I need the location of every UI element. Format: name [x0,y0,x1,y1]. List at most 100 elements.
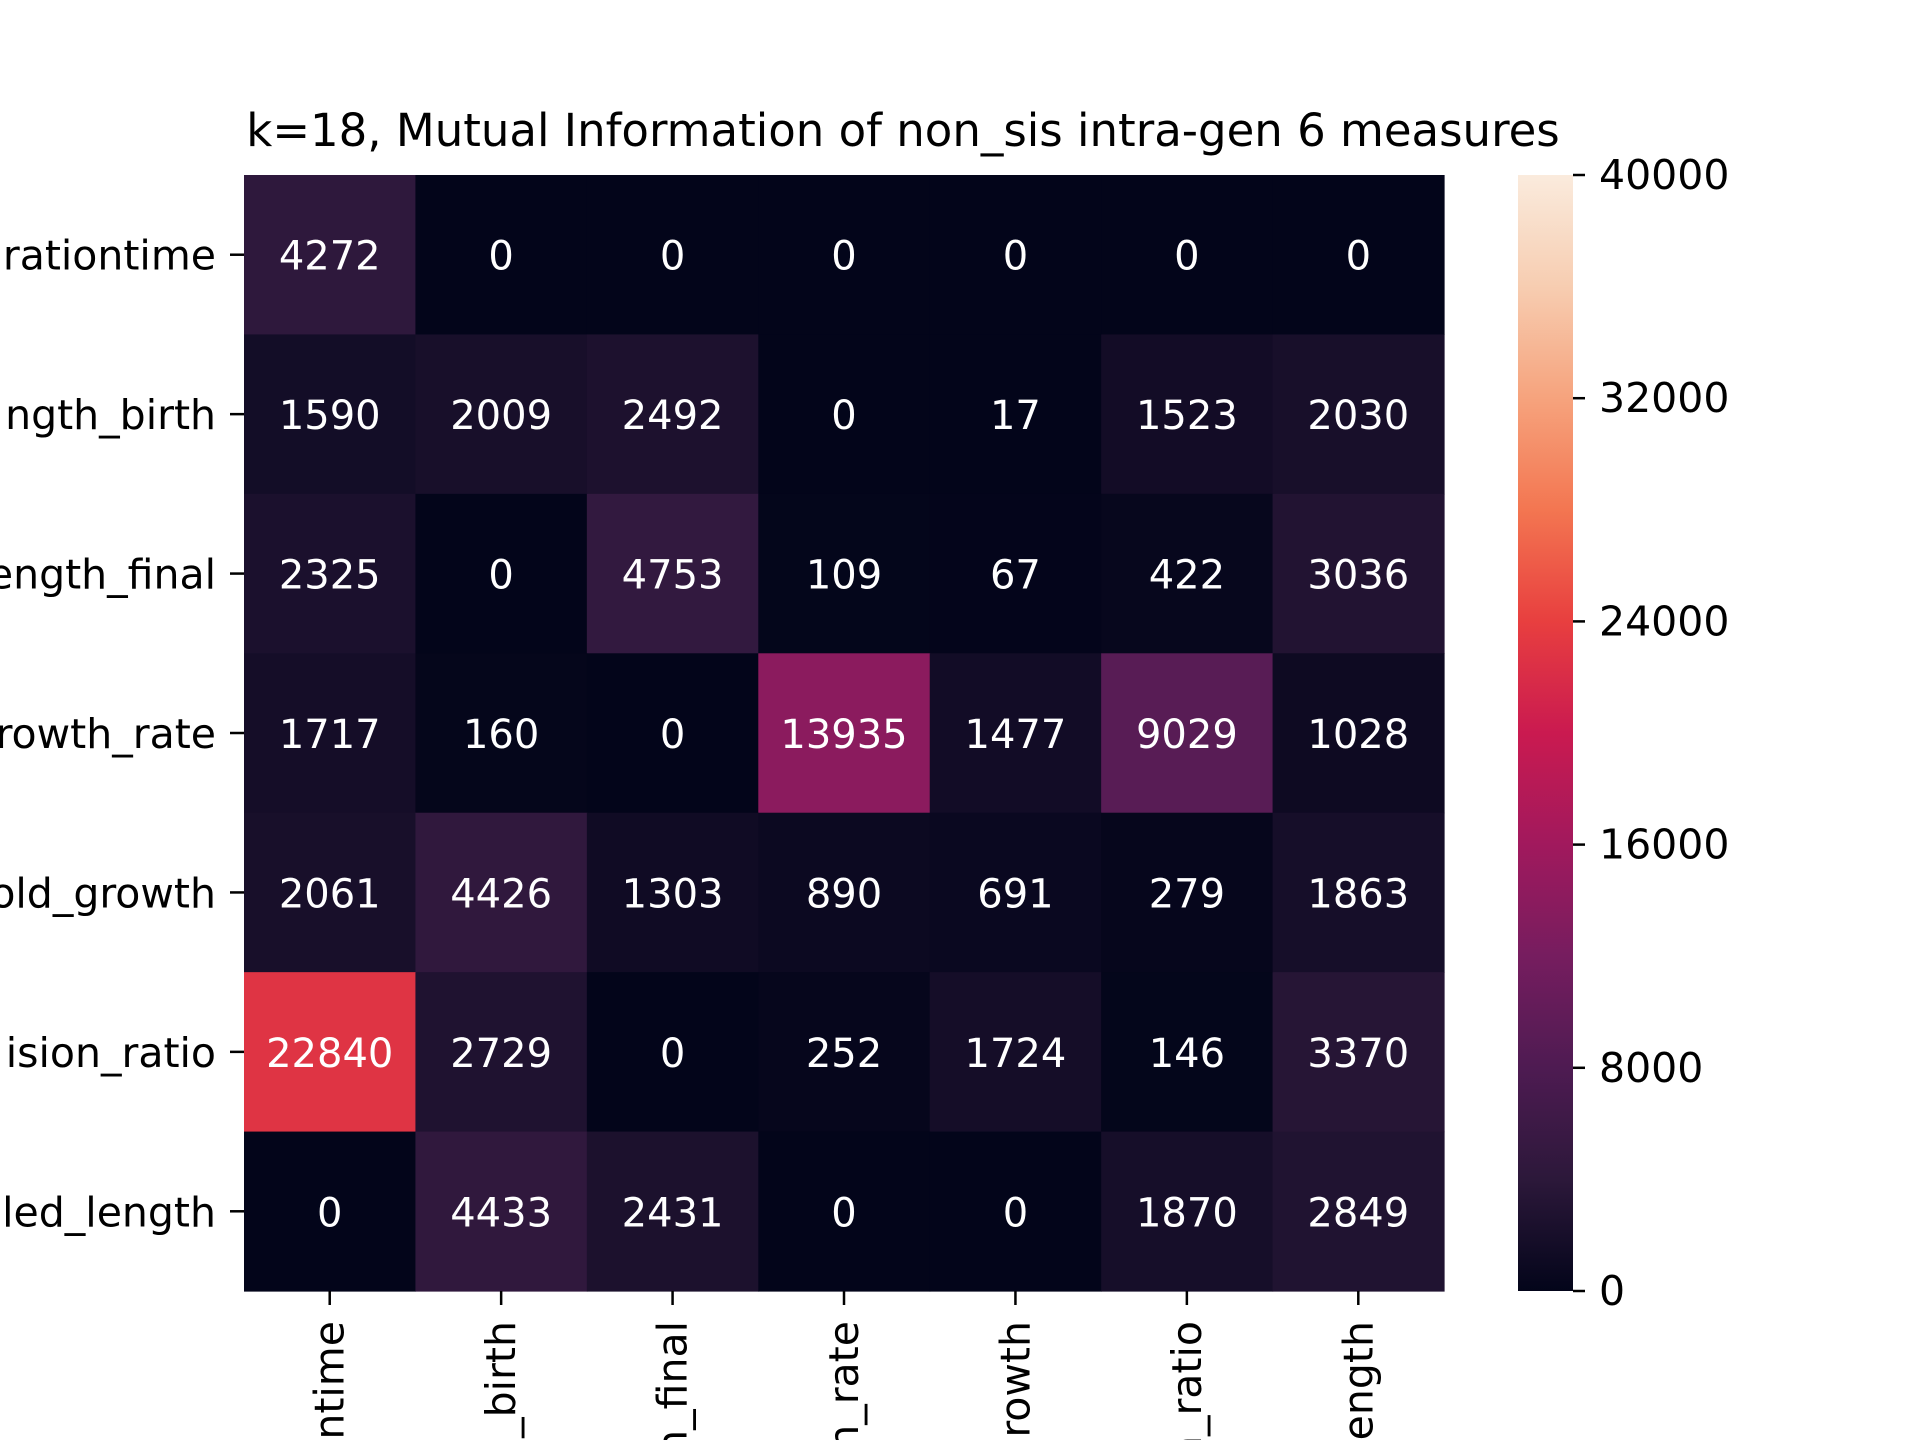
heatmap-cell [1272,334,1445,495]
cell-value-label: 1870 [1136,1190,1238,1236]
cell-value-label: 691 [977,871,1053,917]
heatmap-cell [586,972,759,1133]
heatmap-cell [1272,653,1445,814]
x-tick-label: ntime [306,1321,354,1440]
heatmap-cell [758,1131,931,1292]
x-tick-label: n_final [649,1321,697,1440]
heatmap-cell [1272,972,1445,1133]
heatmap-cell [758,175,931,336]
cell-value-label: 0 [660,234,685,280]
x-tick-label: ength [1334,1321,1382,1440]
y-axis: rationtime ngth_birth ength_final rowth_rat… [0,232,244,1236]
heatmap-cell [1101,334,1274,495]
heatmap-cell [758,493,931,654]
cell-value-label: 1028 [1307,712,1409,758]
cell-value-label: 1724 [965,1031,1067,1077]
cell-value-label: 0 [1174,234,1199,280]
cell-value-label: 0 [660,712,685,758]
heatmap-cell [586,1131,759,1292]
heatmap-cell [929,972,1102,1133]
cell-value-label: 9029 [1136,712,1238,758]
cell-value-label: 0 [488,234,513,280]
heatmap-cell [1272,175,1445,336]
cell-value-label: 160 [463,712,539,758]
cell-value-label: 2729 [450,1031,552,1077]
cell-value-label: 17 [990,393,1041,439]
heatmap-cell [1272,812,1445,973]
cell-value-label: 2325 [279,553,381,599]
cell-annotations: 4272 0 0 0 0 0 0 1590 2009 2492 0 17 1523 2030 2325 0 47… [266,234,1409,1237]
cell-value-label: 279 [1149,871,1225,917]
x-tick-label: n_ratio [1163,1321,1211,1440]
cell-value-label: 2431 [622,1190,724,1236]
heatmap-cell [415,334,588,495]
y-tick-label: ength_final [0,551,216,599]
heatmap-cell [244,653,417,814]
heatmap-cell [1272,1131,1445,1292]
heatmap-cell [929,1131,1102,1292]
heatmap-cell [244,812,417,973]
heatmap-cell [415,812,588,973]
colorbar-tick-label: 32000 [1599,374,1729,422]
heatmap-cell [1101,812,1274,973]
heatmap-cell [244,972,417,1133]
heatmap-cell [1101,1131,1274,1292]
heatmap-cell [244,493,417,654]
x-tick-label: n_birth [477,1321,525,1440]
cell-value-label: 0 [1346,234,1371,280]
cell-value-label: 13935 [780,712,907,758]
cell-value-label: 3036 [1307,553,1409,599]
cell-value-label: 422 [1149,553,1225,599]
heatmap-cell [1272,493,1445,654]
cell-value-label: 67 [990,553,1041,599]
heatmap-cells [244,175,1445,1292]
cell-value-label: 22840 [266,1031,393,1077]
cell-value-label: 3370 [1307,1031,1409,1077]
cell-value-label: 2849 [1307,1190,1409,1236]
cell-value-label: 2030 [1307,393,1409,439]
cell-value-label: 1523 [1136,393,1238,439]
cell-value-label: 146 [1149,1031,1225,1077]
cell-value-label: 1477 [965,712,1067,758]
heatmap-cell [929,175,1102,336]
colorbar-tick-label: 24000 [1599,597,1729,645]
cell-value-label: 1590 [279,393,381,439]
cell-value-label: 0 [831,234,856,280]
colorbar-gradient [1518,175,1573,1291]
cell-value-label: 0 [1003,1190,1028,1236]
cell-value-label: 4753 [622,553,724,599]
heatmap-cell [586,334,759,495]
heatmap-cell [415,653,588,814]
colorbar: 0 8000 16000 24000 32000 40000 [1518,151,1729,1315]
heatmap-cell [758,812,931,973]
y-tick-label: led_length [2,1188,216,1236]
cell-value-label: 109 [806,553,882,599]
heatmap-cell [244,175,417,336]
x-axis: ntime n_birth n_final n_rate growth n_ratio en… [306,1291,1382,1444]
y-tick-label: rationtime [3,232,216,280]
y-tick-label: ngth_birth [5,391,216,439]
heatmap-cell [758,334,931,495]
heatmap-cell [1101,493,1274,654]
heatmap-cell [758,972,931,1133]
y-tick-label: rowth_rate [0,710,216,758]
heatmap-cell [415,493,588,654]
chart-title: k=18, Mutual Information of non_sis intr… [246,104,1559,157]
cell-value-label: 2009 [450,393,552,439]
heatmap-cell [929,334,1102,495]
x-tick-label: growth [991,1321,1039,1440]
heatmap-cell [586,175,759,336]
heatmap-cell [586,653,759,814]
y-tick-label: old_growth [0,869,216,917]
colorbar-tick-label: 16000 [1599,821,1729,869]
cell-value-label: 4426 [450,871,552,917]
heatmap-cell [586,493,759,654]
heatmap-cell [415,1131,588,1292]
heatmap-cell [415,972,588,1133]
cell-value-label: 0 [831,393,856,439]
heatmap-cell [929,493,1102,654]
heatmap-cell [758,653,931,814]
cell-value-label: 0 [831,1190,856,1236]
cell-value-label: 1863 [1307,871,1409,917]
